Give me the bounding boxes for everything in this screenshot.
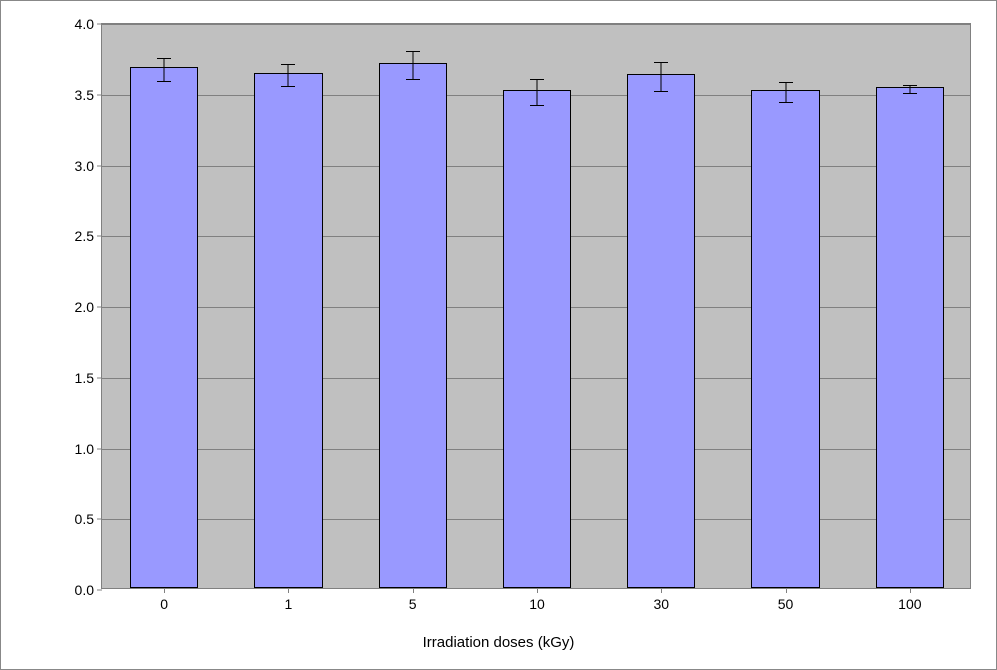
x-tick-mark (786, 588, 787, 593)
bar (876, 87, 944, 588)
x-tick-label: 5 (409, 596, 417, 612)
x-tick-mark (164, 588, 165, 593)
y-tick-label: 0.5 (75, 511, 94, 527)
y-tick-mark (97, 377, 102, 378)
error-bar (288, 64, 289, 87)
x-axis-label: Irradiation doses (kGy) (423, 634, 575, 651)
x-tick-mark (413, 588, 414, 593)
bar (379, 63, 447, 588)
error-bar (661, 62, 662, 90)
bar (751, 90, 819, 588)
y-tick-label: 3.0 (75, 158, 94, 174)
error-cap (903, 93, 917, 94)
bar (627, 74, 695, 588)
y-tick-mark (97, 448, 102, 449)
y-tick-mark (97, 519, 102, 520)
y-tick-label: 0.0 (75, 582, 94, 598)
error-cap (654, 62, 668, 63)
error-bar (909, 85, 910, 93)
bar (503, 90, 571, 588)
error-cap (281, 64, 295, 65)
error-bar (537, 79, 538, 104)
gridline (102, 24, 970, 25)
y-tick-label: 1.0 (75, 441, 94, 457)
x-tick-mark (537, 588, 538, 593)
error-cap (779, 102, 793, 103)
bar (254, 73, 322, 588)
x-tick-mark (910, 588, 911, 593)
y-tick-mark (97, 590, 102, 591)
x-tick-mark (288, 588, 289, 593)
y-tick-label: 4.0 (75, 16, 94, 32)
y-tick-mark (97, 94, 102, 95)
error-cap (157, 58, 171, 59)
y-tick-mark (97, 24, 102, 25)
x-tick-label: 50 (778, 596, 794, 612)
error-bar (785, 82, 786, 102)
y-tick-mark (97, 165, 102, 166)
y-tick-label: 3.5 (75, 87, 94, 103)
y-tick-label: 2.5 (75, 228, 94, 244)
error-cap (779, 82, 793, 83)
error-cap (281, 86, 295, 87)
error-cap (406, 79, 420, 80)
error-bar (412, 51, 413, 79)
chart-container: Polyphenol contents (mg/g 감 껍질) 0.00.51.… (0, 0, 997, 670)
error-cap (903, 85, 917, 86)
error-cap (530, 105, 544, 106)
x-tick-label: 1 (285, 596, 293, 612)
error-bar (164, 58, 165, 81)
error-cap (530, 79, 544, 80)
error-cap (406, 51, 420, 52)
y-tick-mark (97, 307, 102, 308)
x-tick-mark (661, 588, 662, 593)
plot-area: 0.00.51.01.52.02.53.03.54.0015103050100 (101, 23, 971, 589)
x-tick-label: 30 (653, 596, 669, 612)
bar (130, 67, 198, 588)
y-tick-mark (97, 236, 102, 237)
x-tick-label: 0 (160, 596, 168, 612)
x-tick-label: 100 (898, 596, 921, 612)
error-cap (157, 81, 171, 82)
x-tick-label: 10 (529, 596, 545, 612)
error-cap (654, 91, 668, 92)
y-tick-label: 2.0 (75, 299, 94, 315)
y-tick-label: 1.5 (75, 370, 94, 386)
